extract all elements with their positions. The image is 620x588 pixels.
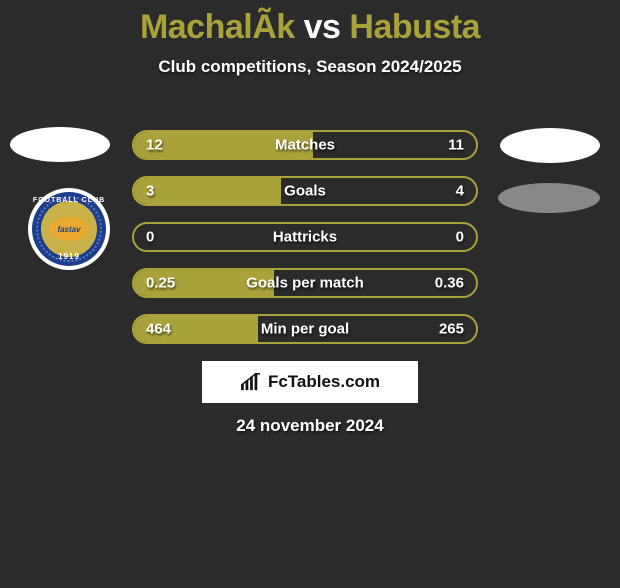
club-badge-ring: FOOTBALL CLUB fastav 1919 xyxy=(32,192,106,266)
branding-box: FcTables.com xyxy=(202,361,418,403)
stat-label: Goals xyxy=(284,183,326,200)
stat-label: Goals per match xyxy=(246,275,364,292)
stat-row: 3 4 Goals xyxy=(132,176,478,206)
stat-bars-container: 12 11 Matches 3 4 Goals 0 0 Hattricks 0.25 0.36 Goa… xyxy=(132,130,478,360)
stat-label: Hattricks xyxy=(273,229,337,246)
player2-name: Habusta xyxy=(349,8,480,46)
club-badge-inner: fastav xyxy=(49,217,89,241)
stat-value-left: 12 xyxy=(146,137,163,154)
subtitle: Club competitions, Season 2024/2025 xyxy=(0,57,620,77)
stat-label: Min per goal xyxy=(261,321,349,338)
stat-row: 464 265 Min per goal xyxy=(132,314,478,344)
stat-value-right: 4 xyxy=(456,183,464,200)
bars-icon xyxy=(240,373,262,391)
club-badge-top-text: FOOTBALL CLUB xyxy=(33,197,105,204)
player2-avatar xyxy=(500,128,600,163)
stat-row: 0 0 Hattricks xyxy=(132,222,478,252)
stat-value-left: 3 xyxy=(146,183,154,200)
stat-row: 12 11 Matches xyxy=(132,130,478,160)
stat-row-fill-left xyxy=(134,178,281,204)
player1-club-badge: FOOTBALL CLUB fastav 1919 xyxy=(28,188,110,270)
vs-separator: vs xyxy=(304,8,341,46)
stat-value-right: 0 xyxy=(456,229,464,246)
stat-label: Matches xyxy=(275,137,335,154)
club-badge-bottom-text: 1919 xyxy=(58,252,80,261)
snapshot-date: 24 november 2024 xyxy=(236,416,383,436)
stat-value-left: 0.25 xyxy=(146,275,175,292)
stat-value-right: 11 xyxy=(448,137,464,154)
stat-value-left: 0 xyxy=(146,229,154,246)
player1-name: MachalÃ­k xyxy=(140,8,295,46)
stat-value-right: 265 xyxy=(439,321,464,338)
stat-value-left: 464 xyxy=(146,321,171,338)
comparison-title: MachalÃ­k vs Habusta xyxy=(0,8,620,47)
branding-text: FcTables.com xyxy=(268,372,380,392)
stat-value-right: 0.36 xyxy=(435,275,464,292)
player1-avatar xyxy=(10,127,110,162)
stat-row: 0.25 0.36 Goals per match xyxy=(132,268,478,298)
player2-club-placeholder xyxy=(498,183,600,213)
